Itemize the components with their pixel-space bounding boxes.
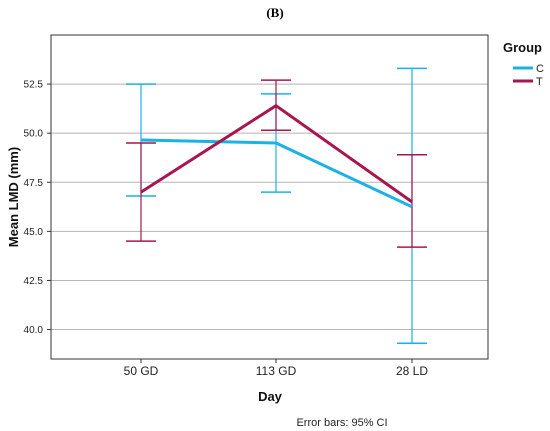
legend-label-T: T	[536, 76, 543, 88]
legend: Group CT	[503, 40, 544, 88]
x-tick-label: 28 LD	[396, 364, 428, 378]
series-line-C	[140, 138, 413, 209]
x-axis-title: Day	[258, 389, 283, 404]
footnote: Error bars: 95% CI	[296, 417, 387, 429]
y-axis-title: Mean LMD (mm)	[6, 147, 21, 247]
y-tick-label: 45.0	[24, 227, 44, 238]
x-tick-label: 113 GD	[256, 364, 297, 378]
legend-title: Group	[503, 40, 542, 55]
y-tick-label: 47.5	[24, 178, 44, 189]
series-lines	[140, 104, 413, 209]
panel-label: (B)	[266, 5, 283, 20]
x-tick-label: 50 GD	[124, 364, 159, 378]
x-axis-ticks: 50 GD 113 GD 28 LD	[124, 359, 428, 378]
error-bars	[126, 67, 427, 345]
y-tick-label: 40.0	[24, 325, 44, 336]
series-line-T	[140, 104, 413, 204]
y-tick-label: 50.0	[24, 129, 44, 140]
y-tick-label: 42.5	[24, 276, 44, 287]
y-tick-label: 52.5	[24, 80, 44, 91]
gridlines	[51, 83, 488, 331]
y-axis-ticks: 40.0 42.5 45.0 47.5 50.0 52.5	[24, 80, 51, 336]
legend-label-C: C	[536, 63, 544, 75]
plot-frame	[50, 34, 489, 360]
